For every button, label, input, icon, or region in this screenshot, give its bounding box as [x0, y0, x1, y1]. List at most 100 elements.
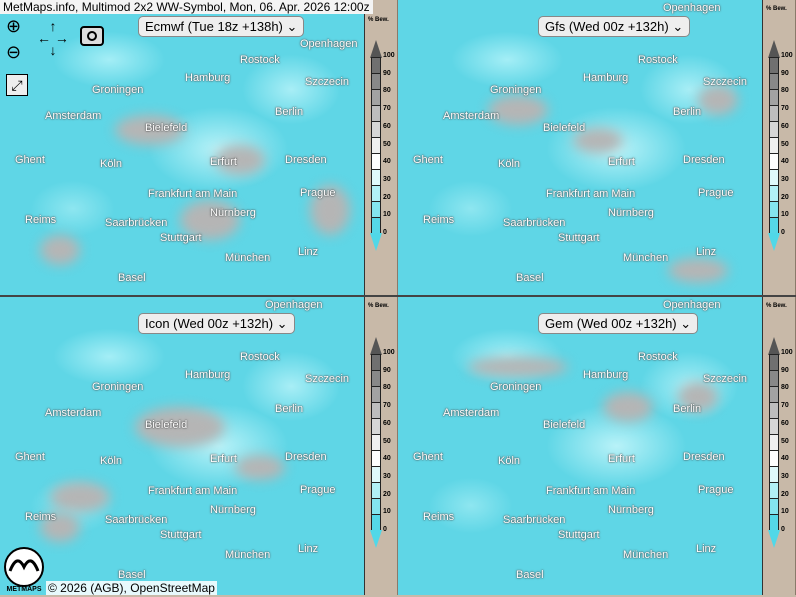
cloud-area	[40, 235, 80, 265]
legend-swatch	[371, 514, 381, 531]
legend-tick: 70	[781, 402, 789, 410]
city-label: Basel	[118, 272, 146, 284]
legend-arrow-down	[370, 233, 382, 251]
zoom-in-icon[interactable]: ⊕	[6, 16, 22, 36]
map-canvas[interactable]: Openhagen Rostock Hamburg Szczecin Groningen…	[398, 0, 763, 298]
city-label: Szczecin	[703, 76, 748, 88]
legend-tick: 90	[383, 366, 391, 374]
city-label: München	[225, 549, 271, 561]
city-label: Openhagen	[300, 38, 358, 50]
model-select-label: Ecmwf (Tue 18z +138h)	[145, 19, 283, 34]
copyright[interactable]: © 2026 (AGB), OpenStreetMap	[46, 581, 217, 595]
city-label: Bielefeld	[543, 122, 586, 134]
pan-arrows-icon[interactable]: ↑ ← → ↓	[37, 18, 69, 58]
map-panel[interactable]: Openhagen Rostock Hamburg Szczecin Groningen…	[0, 0, 398, 298]
legend-arrow-up	[370, 40, 382, 58]
cloud-area	[488, 95, 548, 125]
map-canvas[interactable]: Openhagen Rostock Hamburg Szczecin Groningen…	[0, 0, 365, 298]
city-label: Bielefeld	[543, 419, 586, 431]
legend-title: % Bew.	[766, 6, 787, 12]
city-label: Groningen	[490, 381, 542, 393]
cloud-area	[115, 115, 185, 145]
city-label: München	[623, 252, 669, 264]
legend-tick: 10	[383, 508, 391, 516]
city-label: Linz	[298, 543, 319, 555]
legend-swatch	[769, 105, 779, 122]
city-label: Reims	[423, 511, 455, 523]
cloud-area	[310, 185, 350, 235]
model-select-label: Gem (Wed 00z +132h)	[545, 316, 677, 331]
model-select[interactable]: Icon (Wed 00z +132h) ⌄	[138, 313, 295, 334]
city-label: Reims	[25, 214, 57, 226]
legend-tick: 70	[781, 105, 789, 113]
legend-swatch	[769, 121, 779, 138]
map-panel[interactable]: Openhagen Rostock Hamburg Szczecin Groningen…	[398, 297, 796, 595]
city-label: Basel	[118, 569, 146, 581]
legend-tick: 60	[781, 419, 789, 427]
cloud-area	[603, 392, 653, 422]
legend-swatch	[371, 185, 381, 202]
city-label: Groningen	[92, 381, 144, 393]
legend-tick: 20	[383, 193, 391, 201]
legend-swatch	[769, 466, 779, 483]
chevron-down-icon: ⌄	[276, 316, 288, 331]
legend-tick: 90	[781, 69, 789, 77]
legend-swatch	[769, 201, 779, 218]
fullscreen-icon[interactable]: ⤢	[6, 74, 28, 96]
cloud-cover-legend: % Bew. 100 90 80 70 60 50 40 30 20 10 0	[764, 297, 796, 595]
map-panel[interactable]: Openhagen Rostock Hamburg Szczecin Groningen…	[0, 297, 398, 595]
legend-tick: 70	[383, 105, 391, 113]
legend-tick: 50	[383, 437, 391, 445]
city-label: Rostock	[638, 351, 678, 363]
legend-swatch	[769, 482, 779, 499]
legend-swatch	[371, 482, 381, 499]
legend-swatch	[371, 201, 381, 218]
city-label: Berlin	[673, 106, 702, 118]
model-select[interactable]: Gem (Wed 00z +132h) ⌄	[538, 313, 699, 334]
legend-tick: 60	[781, 122, 789, 130]
legend-tick: 100	[383, 52, 395, 59]
legend-title: % Bew.	[368, 303, 389, 309]
city-label: Nürnberg	[210, 504, 256, 516]
city-label: Reims	[25, 511, 57, 523]
cloud-area	[50, 482, 110, 512]
city-label: Rostock	[240, 351, 280, 363]
city-label: Stuttgart	[160, 232, 202, 244]
legend-title: % Bew.	[766, 303, 787, 309]
legend-tick: 0	[781, 526, 785, 533]
legend-swatch	[769, 402, 779, 419]
city-label: Ghent	[15, 451, 45, 463]
legend-tick: 10	[781, 508, 789, 516]
city-label: Basel	[516, 272, 544, 284]
city-label: Openhagen	[663, 2, 721, 14]
legend-tick: 30	[781, 175, 789, 183]
camera-icon[interactable]	[80, 26, 104, 46]
map-canvas[interactable]: Openhagen Rostock Hamburg Szczecin Groningen…	[398, 297, 763, 595]
city-label: Szczecin	[305, 373, 350, 385]
city-label: Bielefeld	[145, 419, 188, 431]
legend-tick: 80	[383, 87, 391, 95]
legend-swatch	[371, 370, 381, 387]
city-label: Saarbrücken	[105, 217, 168, 229]
legend-tick: 0	[383, 229, 387, 236]
city-label: Frankfurt am Main	[546, 188, 636, 200]
zoom-out-icon[interactable]: ⊖	[6, 42, 22, 62]
legend-swatch	[371, 217, 381, 234]
legend-swatch	[769, 185, 779, 202]
legend-tick: 0	[383, 526, 387, 533]
city-label: Ghent	[15, 154, 45, 166]
legend-swatch	[371, 418, 381, 435]
model-select[interactable]: Ecmwf (Tue 18z +138h) ⌄	[138, 16, 305, 37]
legend-swatch	[769, 73, 779, 90]
city-label: Hamburg	[583, 72, 629, 84]
model-select[interactable]: Gfs (Wed 00z +132h) ⌄	[538, 16, 691, 37]
map-canvas[interactable]: Openhagen Rostock Hamburg Szczecin Groningen…	[0, 297, 365, 595]
legend-tick: 20	[383, 490, 391, 498]
legend-tick: 0	[781, 229, 785, 236]
city-label: München	[623, 549, 669, 561]
city-label: Openhagen	[265, 299, 323, 311]
city-label: Köln	[498, 455, 521, 467]
legend-tick: 100	[781, 52, 793, 59]
map-panel[interactable]: Openhagen Rostock Hamburg Szczecin Groningen…	[398, 0, 796, 298]
legend-swatch	[769, 153, 779, 170]
